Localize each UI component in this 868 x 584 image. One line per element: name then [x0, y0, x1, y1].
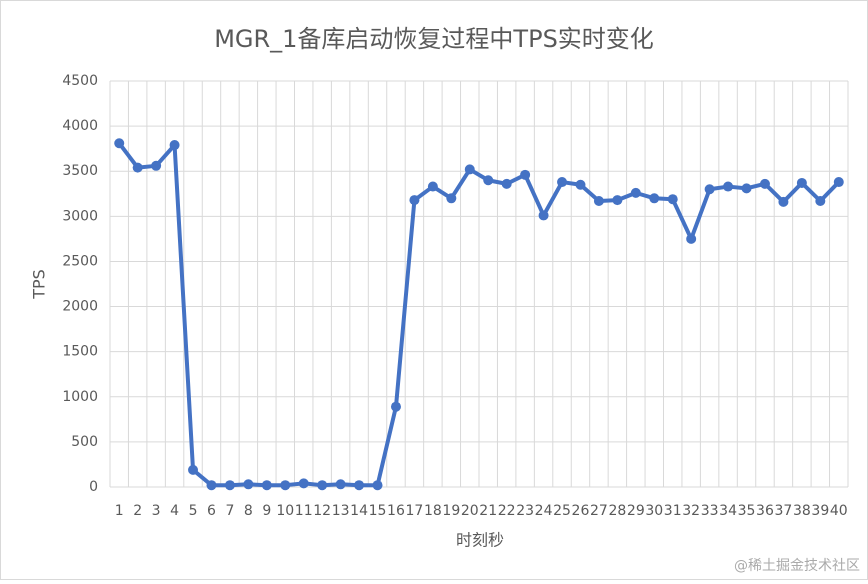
y-tick-label: 4500	[62, 73, 98, 89]
x-tick-label: 13	[332, 503, 350, 519]
point	[280, 480, 291, 491]
x-tick-label: 26	[572, 503, 590, 519]
x-tick-label: 23	[516, 503, 534, 519]
x-tick-label: 6	[207, 503, 216, 519]
x-axis-label: 时刻秒	[456, 531, 504, 550]
x-tick-label: 38	[793, 503, 811, 519]
point	[206, 480, 217, 491]
x-tick-label: 35	[738, 503, 756, 519]
point	[593, 195, 604, 206]
point	[575, 179, 586, 190]
point	[390, 401, 401, 412]
x-tick-label: 37	[775, 503, 793, 519]
point	[557, 177, 568, 188]
y-tick-label: 1500	[62, 344, 98, 360]
x-tick-label: 18	[424, 503, 442, 519]
series-line	[117, 142, 841, 488]
x-tick-label: 22	[498, 503, 516, 519]
x-tick-label: 1	[115, 503, 124, 519]
x-tick-label: 9	[262, 503, 271, 519]
point	[114, 138, 125, 149]
x-tick-label: 24	[535, 503, 553, 519]
point	[317, 480, 328, 491]
point	[409, 195, 420, 206]
point	[464, 164, 475, 175]
x-tick-label: 36	[756, 503, 774, 519]
y-tick-label: 3500	[62, 163, 98, 179]
x-tick-label: 40	[830, 503, 848, 519]
x-tick-label: 29	[627, 503, 645, 519]
x-tick-label: 21	[479, 503, 497, 519]
y-tick-label: 4000	[62, 118, 98, 134]
x-tick-label: 34	[719, 503, 737, 519]
x-tick-label: 11	[295, 503, 313, 519]
point	[446, 193, 457, 204]
x-tick-label: 30	[645, 503, 663, 519]
point	[298, 478, 309, 489]
x-tick-label: 7	[225, 503, 234, 519]
x-tick-label: 15	[369, 503, 387, 519]
x-tick-label: 10	[276, 503, 294, 519]
x-tick-label: 32	[682, 503, 700, 519]
point	[686, 233, 697, 244]
x-tick-label: 28	[608, 503, 626, 519]
point	[188, 464, 199, 475]
watermark: @稀土掘金技术社区	[734, 558, 860, 574]
y-tick-label: 3000	[62, 208, 98, 224]
point	[261, 480, 272, 491]
x-tick-label: 14	[350, 503, 368, 519]
point	[649, 193, 660, 204]
point	[612, 195, 623, 206]
point	[741, 183, 752, 194]
point	[520, 169, 531, 180]
point	[538, 210, 549, 221]
point	[354, 480, 365, 491]
point	[723, 181, 734, 192]
point	[815, 195, 826, 206]
x-tick-label: 31	[664, 503, 682, 519]
x-tick-label: 12	[313, 503, 331, 519]
point	[132, 162, 143, 173]
point	[759, 178, 770, 189]
chart-title: MGR_1备库启动恢复过程中TPS实时变化	[214, 25, 654, 53]
y-tick-label: 0	[89, 479, 98, 495]
x-tick-label: 39	[811, 503, 829, 519]
y-tick-label: 1000	[62, 389, 98, 405]
x-tick-label: 20	[461, 503, 479, 519]
point	[483, 175, 494, 186]
point	[667, 194, 678, 205]
y-tick-label: 500	[71, 434, 98, 450]
point	[151, 160, 162, 171]
x-tick-label: 19	[442, 503, 460, 519]
point	[224, 480, 235, 491]
point	[427, 181, 438, 192]
y-tick-label: 2500	[62, 253, 98, 269]
x-tick-label: 27	[590, 503, 608, 519]
x-tick-label: 4	[170, 503, 179, 519]
x-tick-label: 5	[189, 503, 198, 519]
point	[796, 177, 807, 188]
point	[372, 480, 383, 491]
x-tick-label: 33	[701, 503, 719, 519]
point	[243, 479, 254, 490]
x-tick-label: 16	[387, 503, 405, 519]
point	[335, 479, 346, 490]
point	[169, 140, 180, 151]
point	[778, 196, 789, 207]
point	[833, 177, 844, 188]
point	[704, 184, 715, 195]
x-tick-label: 2	[133, 503, 142, 519]
point	[630, 187, 641, 198]
y-tick-label: 2000	[62, 299, 98, 315]
x-tick-label: 8	[244, 503, 253, 519]
point	[501, 178, 512, 189]
x-tick-label: 25	[553, 503, 571, 519]
y-axis-label: TPS	[30, 269, 49, 300]
x-tick-label: 3	[152, 503, 161, 519]
x-tick-label: 17	[406, 503, 424, 519]
